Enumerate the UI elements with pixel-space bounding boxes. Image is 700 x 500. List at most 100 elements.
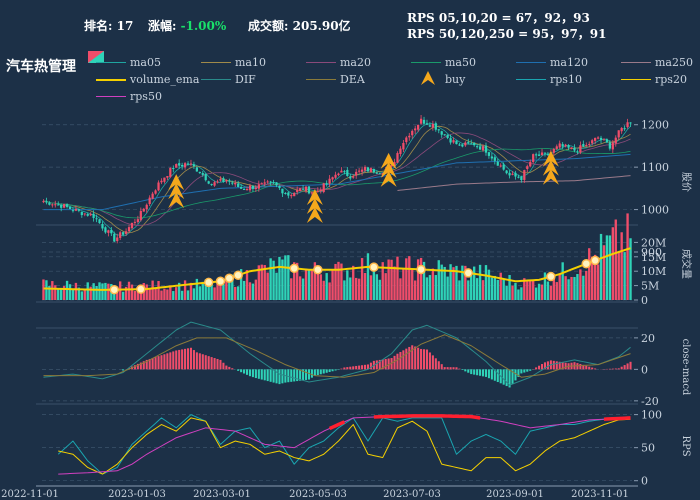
- volume-bar: [160, 290, 163, 300]
- macd-histogram-bar: [349, 366, 352, 370]
- macd-histogram-bar: [163, 354, 166, 370]
- macd-histogram-bar: [535, 367, 538, 370]
- candle-body: [83, 213, 86, 215]
- volume-bar: [310, 270, 314, 300]
- candle-body: [257, 184, 260, 189]
- candle-body: [189, 163, 193, 165]
- macd-histogram-bar: [151, 358, 154, 370]
- volume-bar: [316, 272, 320, 300]
- candle-body: [210, 184, 213, 186]
- macd-histogram-bar: [237, 369, 240, 371]
- volume-bar: [384, 273, 387, 300]
- candle-body: [446, 134, 449, 138]
- candle-body: [51, 204, 54, 206]
- candle-body: [169, 167, 172, 178]
- x-tick-label: 2023-11-01: [571, 489, 629, 500]
- candle-body: [443, 134, 446, 136]
- volume-bar: [57, 288, 60, 300]
- macd-histogram-bar: [272, 369, 275, 383]
- candle-body: [242, 188, 246, 190]
- dea-line: [43, 334, 631, 378]
- macd-histogram-bar: [331, 369, 334, 372]
- volume-marker: [289, 263, 299, 274]
- macd-histogram-bar: [617, 368, 620, 370]
- volume-bar: [225, 275, 228, 300]
- legend-swatch-ma50: [411, 62, 441, 63]
- candle-body: [428, 125, 432, 127]
- legend-swatch-volume-ema: [96, 79, 126, 81]
- volume-bar: [526, 281, 529, 300]
- volume-bar: [287, 255, 290, 300]
- volume-bar: [89, 286, 92, 300]
- macd-histogram-bar: [248, 369, 252, 377]
- macd-histogram-bar: [455, 367, 458, 370]
- candle-body: [411, 130, 414, 136]
- candle-body: [101, 224, 104, 229]
- macd-histogram-bar: [172, 351, 175, 370]
- macd-histogram-bar: [431, 355, 434, 370]
- candle-body: [594, 137, 597, 141]
- volume-marker: [369, 262, 379, 272]
- volume-bar: [540, 284, 544, 300]
- volume-ema-line: [43, 247, 631, 291]
- macd-histogram-bar: [508, 369, 511, 388]
- legend-swatch-ma250: [621, 62, 651, 63]
- macd-histogram-bar: [538, 365, 541, 370]
- volume-bar: [113, 289, 116, 300]
- macd-histogram-bar: [304, 369, 308, 380]
- volume-marker: [590, 255, 600, 266]
- macd-histogram-bar: [310, 369, 313, 378]
- candle-body: [284, 192, 287, 194]
- volume-bar: [290, 278, 293, 300]
- candle-body: [260, 183, 263, 185]
- legend-label-ma10: ma10: [235, 56, 266, 69]
- volume-bar: [588, 248, 591, 300]
- candle-body: [372, 169, 375, 173]
- macd-histogram-bar: [473, 369, 476, 375]
- candle-body: [588, 144, 591, 146]
- legend-swatch-dif: [201, 79, 231, 80]
- ma5-line: [43, 123, 631, 237]
- volume-bar: [366, 253, 370, 300]
- candle-body: [458, 144, 461, 146]
- volume-bar: [529, 279, 532, 300]
- macd-histogram-bar: [328, 369, 331, 373]
- macd-histogram-bar: [396, 353, 399, 370]
- candle-body: [86, 213, 89, 216]
- volume-bar: [166, 289, 169, 300]
- candle-body: [375, 172, 378, 174]
- legend-label-rps10: rps10: [550, 73, 582, 86]
- buy-signal-arrow-icon: [380, 170, 397, 187]
- price-tick-label: 1000: [641, 204, 669, 217]
- candle-body: [71, 210, 75, 212]
- volume-bar: [54, 285, 57, 300]
- candle-body: [508, 172, 511, 176]
- candle-body: [145, 204, 148, 210]
- macd-histogram-bar: [228, 366, 231, 370]
- candle-body: [207, 181, 210, 184]
- volume-bar: [136, 291, 140, 300]
- volume-bar: [511, 285, 514, 300]
- macd-histogram-bar: [260, 369, 263, 380]
- sector-title: 汽车热管理: [6, 59, 76, 75]
- macd-histogram-bar: [142, 361, 145, 370]
- macd-histogram-bar: [278, 369, 281, 385]
- volume-bar: [399, 278, 402, 300]
- candle-body: [414, 128, 417, 131]
- macd-histogram-bar: [390, 358, 393, 370]
- buy-signal-arrow-icon: [168, 174, 185, 191]
- candle-body: [65, 204, 69, 207]
- candle-body: [316, 190, 319, 192]
- volume-bar: [307, 270, 311, 300]
- candle-body: [476, 146, 479, 148]
- volume-bar: [98, 282, 101, 300]
- candle-body: [213, 182, 216, 186]
- candle-body: [576, 151, 579, 153]
- rank-label-text: 排名:: [84, 19, 113, 33]
- volume-bar: [92, 283, 95, 300]
- macd-histogram-bar: [446, 367, 449, 370]
- macd-histogram-bar: [166, 353, 169, 370]
- candle-body: [567, 145, 570, 148]
- volume-bar: [567, 279, 570, 300]
- volume-bar: [576, 274, 579, 300]
